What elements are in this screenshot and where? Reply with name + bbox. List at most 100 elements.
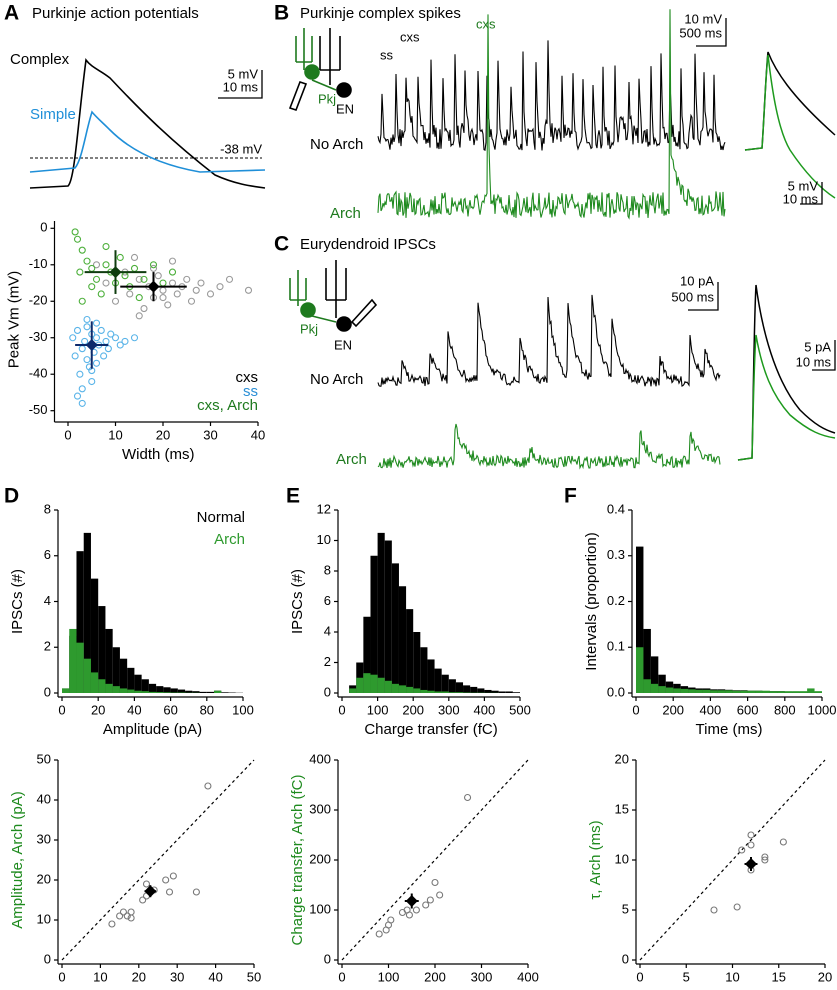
scatter-point — [216, 283, 224, 291]
scatter-point — [130, 253, 139, 262]
histogram-bar — [505, 691, 513, 693]
event-label: cxs — [400, 29, 420, 44]
scatter-point — [116, 912, 124, 920]
histogram-bar — [141, 691, 149, 693]
histogram-bar — [192, 691, 200, 693]
histogram-bar — [725, 690, 733, 693]
scatter-point — [142, 880, 151, 888]
cell-label: EN — [336, 101, 354, 116]
scatter-point — [140, 305, 148, 313]
y-axis-label: IPSCs (#) — [289, 569, 306, 634]
x-tick-label: 600 — [737, 702, 759, 717]
scatter-point — [92, 334, 101, 342]
scatter-point — [192, 286, 200, 294]
histogram-bar — [484, 689, 492, 693]
histogram-bar — [62, 688, 70, 693]
x-tick-label: 100 — [232, 702, 254, 717]
histogram-bar — [755, 690, 763, 693]
scatter-point — [405, 911, 413, 919]
scatter-point — [197, 279, 205, 287]
event-label: cxs — [476, 16, 496, 31]
histogram-bar — [695, 689, 703, 693]
histogram-bar — [112, 686, 120, 693]
scatter-point — [135, 275, 143, 283]
histogram-bar — [434, 668, 442, 693]
x-tick-label: 20 — [818, 969, 832, 984]
trace-label: No Arch — [310, 371, 363, 388]
histogram-bar — [643, 628, 651, 693]
scale-bar — [688, 282, 719, 311]
simple-trace — [29, 110, 266, 173]
histogram-bar — [470, 686, 478, 693]
scatter-point — [88, 264, 96, 272]
x-tick-label: 100 — [378, 969, 400, 984]
x-tick-label: 100 — [367, 702, 389, 717]
scatter-point — [738, 846, 746, 854]
x-tick-label: 400 — [517, 969, 539, 984]
x-tick-label: 40 — [208, 969, 222, 984]
legend-entry: Normal — [197, 509, 245, 526]
histogram-bar — [112, 647, 120, 693]
x-axis-label: Time (ms) — [696, 721, 763, 738]
histogram-bar — [491, 690, 499, 693]
histogram-bar — [665, 687, 674, 693]
y-tick-label: 0.3 — [607, 547, 625, 562]
histogram-bar — [90, 672, 99, 693]
histogram-bar — [636, 647, 644, 693]
histogram-bar — [702, 689, 711, 693]
histogram-bar — [710, 690, 718, 693]
x-axis-label: Amplitude, no Arch (pA) — [79, 988, 237, 990]
mean-marker — [745, 858, 757, 870]
scatter-point — [192, 888, 200, 896]
histogram-bar — [406, 609, 414, 693]
scatter-point — [69, 334, 77, 342]
histogram-bar — [413, 632, 421, 693]
histogram-bar — [199, 691, 207, 693]
panel-label: D — [4, 485, 19, 508]
x-tick-label: 0 — [632, 702, 639, 717]
scatter-point — [121, 337, 129, 345]
x-tick-label: 200 — [662, 702, 684, 717]
histogram-bar — [398, 685, 407, 693]
scatter-point — [733, 903, 741, 911]
scatter-point — [463, 793, 472, 802]
mean-marker — [109, 266, 122, 279]
scatter-point — [102, 242, 110, 251]
histogram-bar — [650, 683, 659, 693]
scatter-point — [710, 906, 718, 914]
unity-line — [639, 759, 826, 961]
scatter-point — [165, 888, 174, 896]
histogram-bar — [448, 679, 456, 693]
scatter-point — [159, 294, 167, 302]
scatter-point — [130, 334, 139, 342]
histogram-bar — [643, 679, 651, 693]
scatter-point — [92, 359, 101, 367]
y-tick-label: 0.0 — [607, 684, 625, 699]
scatter-point — [116, 253, 124, 262]
y-tick-label: 0 — [40, 220, 47, 235]
scatter-point — [149, 261, 158, 269]
scatter-point — [81, 337, 89, 345]
histogram-bar — [448, 692, 456, 693]
scatter-point — [127, 908, 135, 916]
x-tick-label: 20 — [156, 427, 170, 442]
histogram-bar — [83, 532, 91, 693]
histogram-bar — [384, 680, 392, 693]
scatter-point — [73, 326, 82, 334]
scatter-point — [149, 264, 158, 272]
y-tick-label: 0 — [44, 684, 51, 699]
histogram-bar — [747, 690, 756, 693]
trace-label: Arch — [330, 205, 361, 222]
y-tick-label: 8 — [44, 501, 51, 516]
y-tick-label: 400 — [309, 751, 331, 766]
scatter-point — [387, 916, 395, 924]
y-axis-label: τ, Arch (ms) — [587, 820, 604, 899]
histogram-bar — [206, 691, 215, 693]
panel-label: B — [274, 2, 289, 25]
scatter-point — [83, 356, 91, 364]
x-axis-label: Charge transfer (fC) — [364, 721, 497, 738]
scatter-point — [111, 297, 120, 305]
histogram-bar — [636, 546, 644, 693]
x-tick-label: 10 — [725, 969, 739, 984]
